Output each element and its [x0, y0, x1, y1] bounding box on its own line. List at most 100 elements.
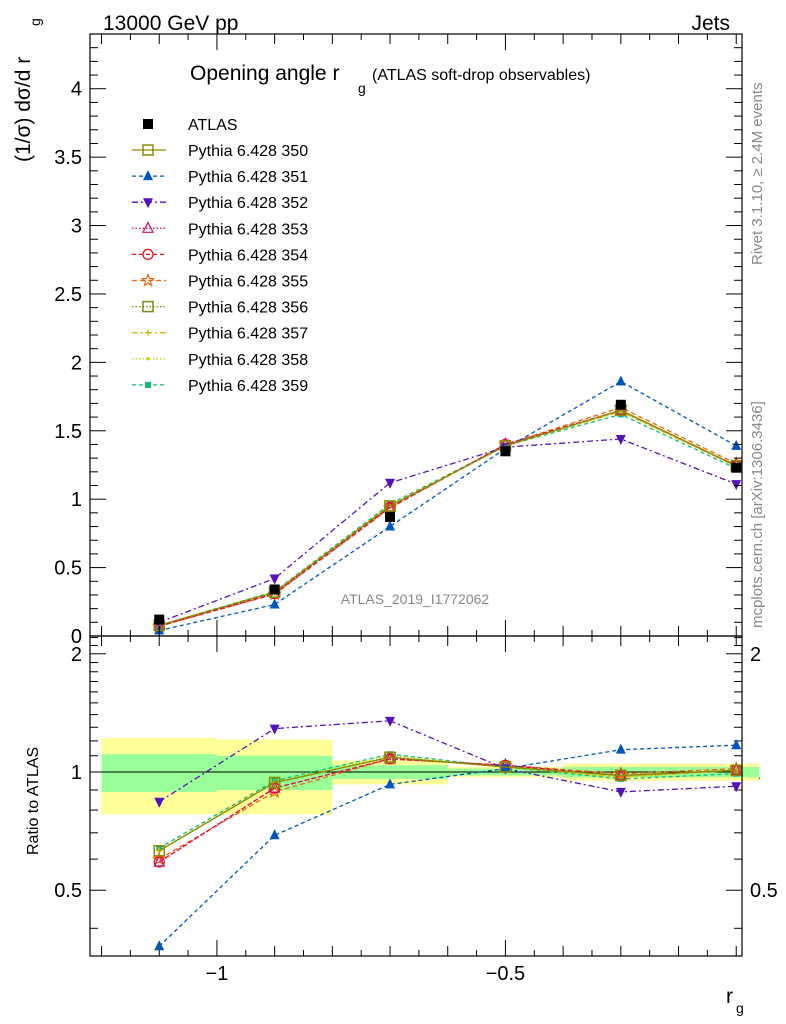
atlas-data	[154, 399, 742, 625]
y-tick-label: 2.5	[54, 284, 82, 306]
data-marker	[143, 198, 153, 209]
data-marker	[385, 478, 396, 489]
series-ratio-line	[158, 720, 737, 803]
data-marker	[731, 782, 742, 793]
series-line	[159, 380, 737, 632]
data-marker	[269, 584, 280, 595]
mcplots-label: mcplots.cern.ch [arXiv:1306.3436]	[749, 401, 766, 628]
ratio-y-tick-label-right: 0.5	[750, 880, 778, 902]
legend-label: ATLAS	[188, 117, 238, 134]
legend-label: Pythia 6.428 357	[188, 326, 308, 343]
data-marker	[615, 375, 626, 386]
data-marker	[142, 248, 154, 261]
data-marker	[384, 500, 396, 512]
series-line	[158, 438, 737, 623]
y-tick-label: 0	[71, 626, 82, 648]
legend-label: Pythia 6.428 351	[188, 169, 308, 186]
legend-entry: ATLAS	[143, 117, 238, 134]
chart-title: Opening angle r g (ATLAS soft-drop obser…	[190, 62, 590, 96]
x-tick-label: −1	[206, 963, 229, 985]
legend-label: Pythia 6.428 358	[188, 352, 308, 369]
y-tick-label: 3.5	[54, 147, 82, 169]
data-marker	[384, 751, 396, 764]
data-marker	[385, 511, 396, 522]
legend-label: Pythia 6.428 354	[188, 247, 308, 264]
legend-entry: Pythia 6.428 354	[132, 247, 308, 264]
legend-entry: Pythia 6.428 351	[132, 169, 308, 186]
series-ratio	[153, 751, 742, 857]
header-left: 13000 GeV pp	[103, 12, 238, 35]
ratio-y-tick-label-left: 1	[71, 762, 82, 784]
legend-entry: Pythia 6.428 355	[132, 272, 308, 291]
legend-entry: Pythia 6.428 352	[132, 195, 308, 212]
data-marker	[269, 829, 280, 840]
data-marker	[615, 743, 626, 754]
data-marker	[146, 357, 150, 361]
data-marker	[500, 446, 511, 457]
data-marker	[385, 716, 396, 727]
data-marker	[269, 724, 280, 735]
data-marker	[145, 329, 151, 336]
y-tick-label: 4	[71, 79, 82, 101]
y-axis-label-main: (1/σ) dσ/d r	[12, 57, 35, 162]
title-main: Opening angle r	[190, 62, 339, 85]
legend-entry: Pythia 6.428 350	[132, 143, 308, 160]
data-marker	[140, 272, 156, 287]
ratio-y-axis-label: Ratio to ATLAS	[25, 747, 42, 855]
data-marker	[268, 776, 281, 789]
legend-label: Pythia 6.428 356	[188, 300, 308, 317]
ratio-y-tick-label-left: 2	[71, 644, 82, 666]
data-marker	[154, 797, 165, 808]
legend-label: Pythia 6.428 353	[188, 221, 308, 238]
data-marker	[142, 300, 154, 313]
data-marker	[615, 434, 626, 445]
y-axis-label: (1/σ) dσ/d r g	[12, 18, 43, 162]
y-tick-label: 2	[71, 352, 82, 374]
tick-labels: 00.511.522.533.540.50.51122−1−0.5	[54, 79, 778, 985]
series-ratio-line	[158, 756, 737, 852]
data-marker	[145, 381, 151, 388]
data-marker	[269, 598, 280, 609]
legend-entry: Pythia 6.428 356	[132, 300, 308, 317]
ratio-y-tick-label-left: 0.5	[54, 880, 82, 902]
legend: ATLAS Pythia 6.428 350 Pythia 6.428 351 Pyt…	[132, 117, 308, 395]
y-tick-label: 0.5	[54, 558, 82, 580]
legend-label: Pythia 6.428 350	[188, 143, 308, 160]
data-marker	[142, 144, 154, 156]
data-marker	[614, 768, 627, 781]
legend-entry: Pythia 6.428 357	[132, 326, 308, 343]
axis-ticks	[90, 33, 742, 956]
series-line	[159, 409, 737, 626]
title-note: (ATLAS soft-drop observables)	[372, 67, 590, 84]
rivet-version-label: Rivet 3.1.10, ≥ 2.4M events	[749, 83, 766, 266]
data-marker	[731, 739, 742, 750]
data-marker	[154, 614, 165, 625]
data-marker	[730, 762, 743, 775]
x-axis-label-sub: g	[736, 1000, 744, 1016]
header-right: Jets	[691, 12, 730, 35]
ratio-y-tick-label-right: 2	[750, 644, 761, 666]
y-tick-label: 1.5	[54, 421, 82, 443]
series-ratio-line	[158, 758, 737, 860]
legend-entry: Pythia 6.428 359	[132, 378, 308, 395]
data-marker	[269, 574, 280, 585]
legend-entry: Pythia 6.428 353	[132, 220, 308, 238]
data-marker	[154, 940, 165, 951]
analysis-label: ATLAS_2019_I1772062	[341, 591, 490, 607]
data-marker	[615, 399, 626, 410]
data-marker	[499, 761, 512, 773]
legend-label: Pythia 6.428 355	[188, 274, 308, 291]
title-sub: g	[358, 80, 366, 96]
data-marker	[731, 462, 742, 473]
x-tick-label: −0.5	[486, 963, 525, 985]
series-ratio-line	[158, 744, 737, 947]
x-axis-label-main: r	[726, 985, 733, 1008]
data-marker	[385, 520, 396, 531]
data-marker	[143, 119, 153, 129]
legend-label: Pythia 6.428 359	[188, 378, 308, 395]
x-axis-label: r g	[726, 985, 744, 1016]
legend-label: Pythia 6.428 352	[188, 195, 308, 212]
data-marker	[615, 769, 627, 782]
series-ratio-line	[158, 753, 737, 849]
